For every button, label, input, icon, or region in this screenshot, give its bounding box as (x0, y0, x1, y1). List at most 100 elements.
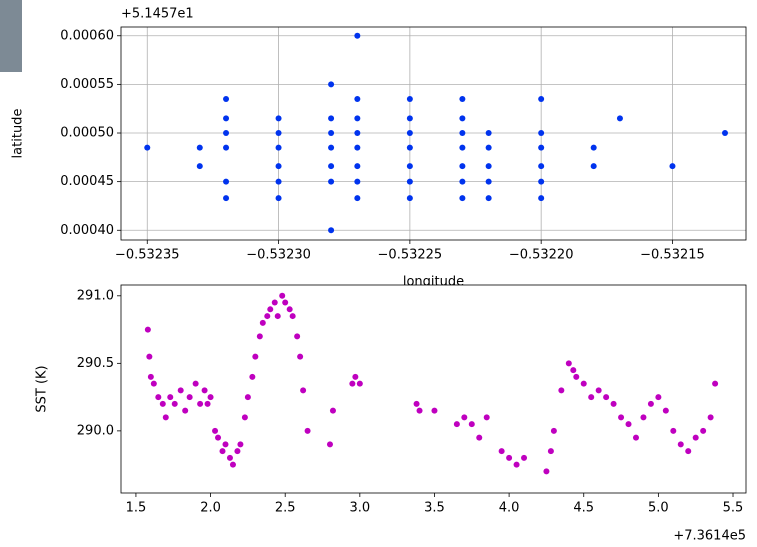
point (223, 130, 230, 137)
x-tick-label: 2.5 (275, 501, 296, 516)
point (304, 427, 311, 434)
point (669, 163, 676, 170)
point (498, 448, 505, 455)
point (326, 441, 333, 448)
point (459, 195, 466, 202)
point (207, 394, 214, 401)
x-tick-label: −0.53215 (640, 248, 705, 263)
point (222, 441, 229, 448)
point (144, 326, 151, 333)
point (550, 427, 557, 434)
point (538, 144, 545, 151)
point (483, 414, 490, 421)
x-tick-label: 2.0 (200, 501, 221, 516)
point (670, 427, 677, 434)
point (162, 414, 169, 421)
point (677, 441, 684, 448)
point (201, 387, 208, 394)
y-axis-label: SST (K) (35, 365, 50, 412)
point (538, 195, 545, 202)
point (573, 373, 580, 380)
point (485, 178, 492, 185)
point (328, 115, 335, 122)
point (259, 319, 266, 326)
point (712, 380, 719, 387)
point (618, 414, 625, 421)
point (459, 130, 466, 137)
point (267, 306, 274, 313)
x-tick-label: −0.53225 (378, 248, 443, 263)
point (406, 195, 413, 202)
point (459, 144, 466, 151)
point (513, 461, 520, 468)
y-tick-label: 0.00045 (60, 174, 114, 189)
point (271, 299, 278, 306)
point (300, 387, 307, 394)
point (352, 373, 359, 380)
point (459, 95, 466, 102)
background-image (0, 0, 22, 72)
point (177, 387, 184, 394)
point (565, 360, 572, 367)
y-tick-label: 0.00060 (60, 28, 114, 43)
point (241, 414, 248, 421)
point (275, 178, 282, 185)
point (249, 373, 256, 380)
point (588, 394, 595, 401)
point (406, 163, 413, 170)
point (476, 434, 483, 441)
x-tick-label: 4.0 (499, 501, 520, 516)
point (186, 394, 193, 401)
point (294, 333, 301, 340)
point (459, 178, 466, 185)
point (155, 394, 162, 401)
x-tick-label: 3.5 (424, 501, 445, 516)
point (204, 400, 211, 407)
x-tick-label: 1.5 (126, 501, 147, 516)
point (625, 421, 632, 428)
point (538, 95, 545, 102)
point (406, 95, 413, 102)
plot-area (121, 27, 746, 240)
point (328, 144, 335, 151)
point (229, 461, 236, 468)
point (590, 144, 597, 151)
point (354, 195, 361, 202)
point (215, 434, 222, 441)
point (707, 414, 714, 421)
point (580, 380, 587, 387)
point (223, 195, 230, 202)
point (632, 434, 639, 441)
point (721, 130, 728, 137)
point (212, 427, 219, 434)
point (234, 448, 241, 455)
point (237, 441, 244, 448)
point (616, 115, 623, 122)
point (354, 130, 361, 137)
point (275, 130, 282, 137)
point (685, 448, 692, 455)
point (590, 163, 597, 170)
point (538, 163, 545, 170)
point (354, 163, 361, 170)
point (223, 95, 230, 102)
point (416, 407, 423, 414)
point (354, 178, 361, 185)
point (558, 387, 565, 394)
point (196, 163, 203, 170)
point (150, 380, 157, 387)
point (275, 163, 282, 170)
axes-frame (120, 26, 747, 241)
point (700, 427, 707, 434)
point (413, 400, 420, 407)
point (256, 333, 263, 340)
point (461, 414, 468, 421)
point (506, 454, 513, 461)
point (349, 380, 356, 387)
point (146, 353, 153, 360)
point (485, 163, 492, 170)
point (662, 407, 669, 414)
point (192, 380, 199, 387)
plot-area (121, 285, 746, 493)
point (159, 400, 166, 407)
